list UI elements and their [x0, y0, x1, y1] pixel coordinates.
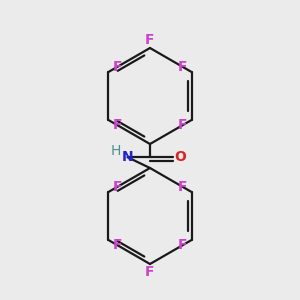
Text: F: F	[178, 118, 187, 132]
Text: F: F	[145, 33, 155, 46]
Text: F: F	[178, 60, 187, 74]
Text: F: F	[178, 180, 187, 194]
Text: F: F	[113, 118, 122, 132]
Text: F: F	[145, 266, 155, 279]
Text: H: H	[110, 144, 121, 158]
Text: O: O	[174, 150, 186, 164]
Text: N: N	[122, 150, 133, 164]
Text: F: F	[113, 180, 122, 194]
Text: F: F	[113, 60, 122, 74]
Text: F: F	[178, 238, 187, 252]
Text: F: F	[113, 238, 122, 252]
